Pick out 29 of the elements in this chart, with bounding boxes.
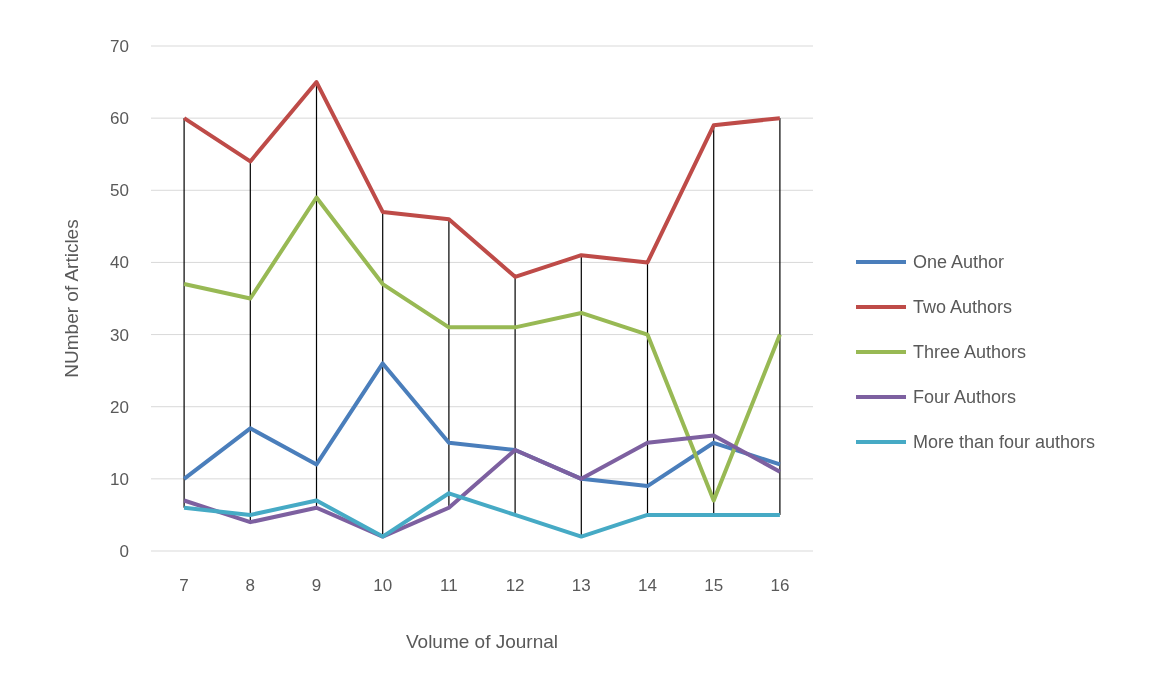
legend-label: One Author — [913, 252, 1005, 273]
y-tick-label: 50 — [110, 181, 129, 201]
legend-label: Two Authors — [913, 297, 1013, 318]
x-tick-label: 12 — [505, 576, 525, 595]
y-tick-label: 30 — [110, 325, 129, 345]
x-tick-label: 9 — [311, 576, 322, 595]
line-series — [182, 433, 782, 539]
y-tick-label: 40 — [110, 253, 129, 273]
x-tick-label: 11 — [440, 576, 458, 595]
legend-label: Three Authors — [913, 342, 1027, 363]
x-tick-label: 14 — [638, 576, 657, 595]
legend-label: Four Authors — [913, 387, 1017, 408]
y-tick-label: 10 — [110, 469, 129, 489]
y-tick-label: 60 — [110, 109, 129, 129]
y-tick-label: 70 — [110, 36, 129, 56]
y-axis-title: NUmber of Articles — [61, 219, 82, 378]
x-tick-label: 13 — [571, 576, 591, 595]
line-series — [182, 80, 782, 279]
x-tick-label: 7 — [179, 576, 189, 595]
x-tick-label: 15 — [704, 576, 724, 595]
x-tick-label: 10 — [373, 576, 393, 595]
y-tick-label: 0 — [119, 541, 129, 561]
x-axis-title: Volume of Journal — [405, 631, 559, 652]
x-tick-label: 16 — [770, 576, 790, 595]
x-tick-label: 8 — [245, 576, 256, 595]
y-tick-label: 20 — [110, 397, 129, 417]
legend-label: More than four authors — [913, 432, 1096, 453]
line-series — [182, 195, 782, 503]
line-series — [182, 491, 782, 539]
